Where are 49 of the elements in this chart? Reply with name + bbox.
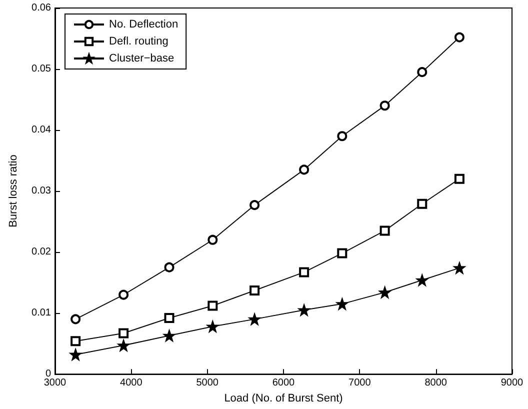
point: [70, 348, 82, 361]
point: [380, 226, 390, 236]
point: [164, 262, 174, 272]
x-tick-label: 5000: [196, 378, 219, 389]
y-tick-label: 0.03: [32, 186, 52, 197]
point: [299, 267, 310, 278]
point: [118, 290, 129, 300]
point: [118, 328, 129, 338]
point: [298, 304, 310, 316]
point: [417, 67, 428, 78]
point: [70, 314, 81, 324]
x-tick-label: 9000: [500, 378, 524, 389]
point: [417, 198, 428, 209]
point: [299, 164, 310, 175]
x-tick-label: 8000: [424, 378, 448, 389]
legend-label: Defl. routing: [109, 36, 168, 48]
point: [454, 174, 464, 184]
point: [380, 100, 390, 111]
x-tick-label: 6000: [272, 378, 296, 389]
legend-label: Cluster−base: [109, 52, 174, 64]
point: [164, 312, 174, 323]
y-axis-title: Burst loss ratio: [8, 154, 20, 228]
point: [336, 298, 348, 310]
y-tick-label: 0.02: [32, 246, 52, 258]
point: [208, 234, 218, 245]
x-axis-title: Load (No. of Burst Sent): [224, 392, 343, 404]
point: [337, 248, 348, 258]
y-tick-label: 0.05: [32, 64, 52, 75]
y-tick-label: 0.01: [32, 308, 52, 319]
y-tick-label: 0.06: [32, 2, 52, 14]
point: [163, 330, 176, 342]
x-tick-label: 3000: [44, 378, 67, 389]
legend-label: No. Deflection: [109, 18, 178, 30]
x-tick-label: 7000: [348, 378, 372, 389]
point: [248, 313, 261, 326]
point: [453, 262, 466, 274]
point: [337, 131, 348, 142]
point: [454, 32, 464, 42]
point: [206, 320, 219, 333]
point: [250, 200, 260, 210]
point: [70, 336, 81, 346]
point: [118, 339, 130, 352]
point: [208, 300, 218, 311]
point: [378, 286, 391, 298]
point: [250, 286, 260, 296]
x-tick-label: 4000: [120, 378, 143, 389]
y-tick-label: 0.04: [32, 124, 52, 136]
point: [416, 274, 428, 286]
y-tick-label: 0: [45, 368, 52, 380]
